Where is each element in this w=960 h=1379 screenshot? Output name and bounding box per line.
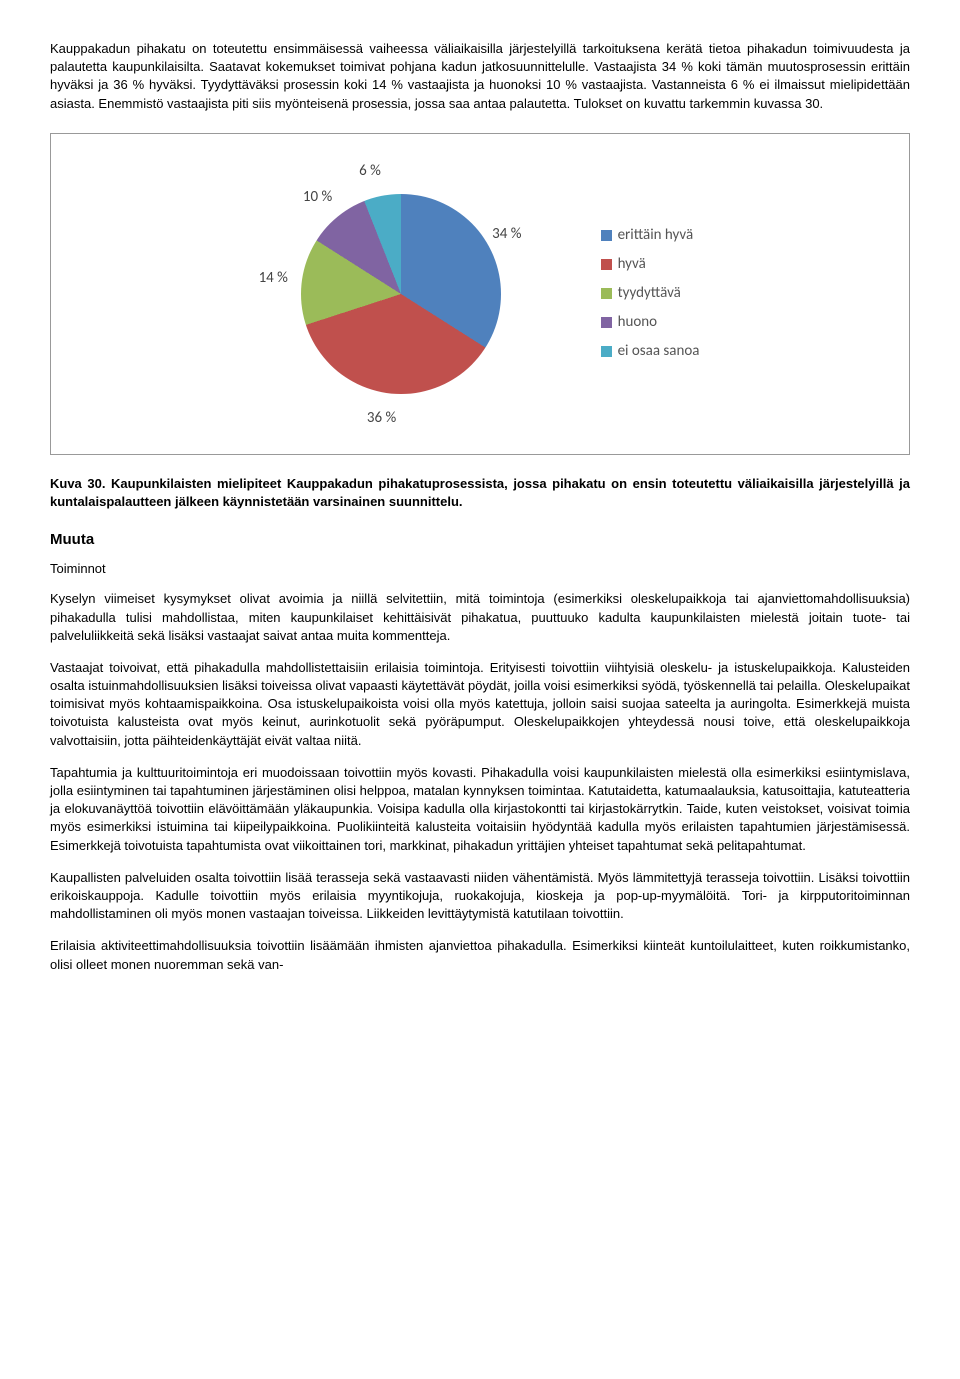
- legend-swatch: [601, 288, 612, 299]
- legend-label: tyydyttävä: [618, 283, 681, 304]
- legend-swatch: [601, 230, 612, 241]
- subsection-heading-toiminnot: Toiminnot: [50, 560, 910, 578]
- pie-slice-label: 36 %: [367, 408, 396, 429]
- body-paragraph: Erilaisia aktiviteettimahdollisuuksia to…: [50, 937, 910, 973]
- figure-caption: Kuva 30. Kaupunkilaisten mielipiteet Kau…: [50, 475, 910, 511]
- legend-swatch: [601, 259, 612, 270]
- legend-item: ei osaa sanoa: [601, 341, 700, 362]
- pie-slice-label: 14 %: [259, 268, 288, 289]
- pie-slice-label: 6 %: [359, 161, 381, 182]
- legend-label: erittäin hyvä: [618, 225, 694, 246]
- body-paragraph: Kaupallisten palveluiden osalta toivotti…: [50, 869, 910, 924]
- legend-label: hyvä: [618, 254, 646, 275]
- legend-item: huono: [601, 312, 700, 333]
- body-paragraph: Kyselyn viimeiset kysymykset olivat avoi…: [50, 590, 910, 645]
- legend-item: hyvä: [601, 254, 700, 275]
- pie-chart-container: 34 % 36 % 14 % 10 % 6 % erittäin hyvä hyvä tyy…: [50, 133, 910, 455]
- legend-item: tyydyttävä: [601, 283, 700, 304]
- legend-label: huono: [618, 312, 657, 333]
- chart-legend: erittäin hyvä hyvä tyydyttävä huono ei osaa …: [601, 217, 700, 370]
- pie-slice-label: 10 %: [303, 187, 332, 208]
- legend-swatch: [601, 317, 612, 328]
- legend-label: ei osaa sanoa: [618, 341, 700, 362]
- intro-paragraph: Kauppakadun pihakatu on toteutettu ensim…: [50, 40, 910, 113]
- body-paragraph: Tapahtumia ja kulttuuritoimintoja eri mu…: [50, 764, 910, 855]
- pie-chart: 34 % 36 % 14 % 10 % 6 %: [261, 154, 541, 434]
- legend-item: erittäin hyvä: [601, 225, 700, 246]
- section-heading-muuta: Muuta: [50, 529, 910, 550]
- legend-swatch: [601, 346, 612, 357]
- pie-slice-label: 34 %: [492, 224, 521, 245]
- body-paragraph: Vastaajat toivoivat, että pihakadulla ma…: [50, 659, 910, 750]
- pie-graphic: [301, 194, 501, 394]
